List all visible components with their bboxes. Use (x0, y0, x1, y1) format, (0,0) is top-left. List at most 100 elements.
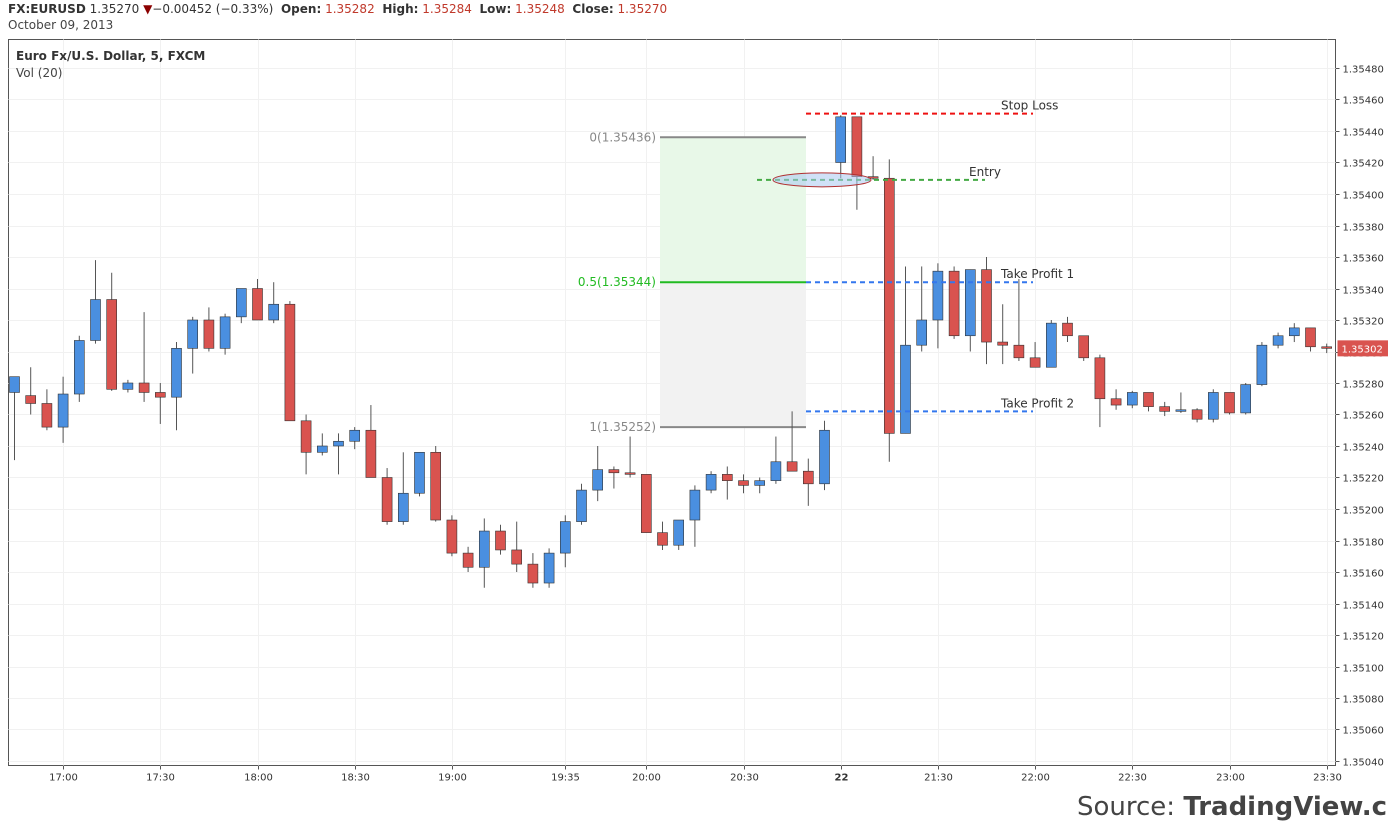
candle[interactable] (1256, 342, 1268, 387)
candle[interactable] (1159, 401, 1170, 417)
candle[interactable] (527, 553, 539, 588)
candle[interactable] (1289, 323, 1300, 343)
candle[interactable] (883, 159, 895, 462)
candle[interactable] (1272, 332, 1284, 349)
candle[interactable] (1143, 392, 1154, 412)
candle[interactable] (478, 518, 490, 588)
candle[interactable] (1175, 392, 1187, 413)
candle[interactable] (74, 335, 85, 402)
candle-body-up (349, 429, 361, 442)
candle[interactable] (932, 263, 944, 349)
candle[interactable] (333, 433, 344, 475)
candle[interactable] (1240, 383, 1251, 415)
candle[interactable] (236, 288, 247, 324)
candle[interactable] (819, 420, 830, 491)
candle[interactable] (57, 376, 69, 443)
candle[interactable] (1013, 279, 1025, 361)
candle[interactable] (9, 376, 20, 461)
candle[interactable] (657, 521, 668, 550)
candle-body-up (236, 288, 247, 318)
candle-body-down (948, 270, 960, 337)
candle[interactable] (41, 389, 53, 431)
candle[interactable] (122, 379, 134, 393)
candle[interactable] (300, 414, 312, 475)
candle[interactable] (414, 451, 425, 497)
volume-indicator-label[interactable]: Vol (20) (16, 66, 62, 80)
candle[interactable] (1208, 389, 1219, 423)
candle-body-down (721, 474, 733, 481)
candle[interactable] (576, 483, 587, 525)
candle[interactable] (1110, 389, 1122, 410)
candle[interactable] (462, 546, 474, 572)
candle-body-down (851, 116, 863, 177)
candle-body-down (365, 429, 377, 478)
candle[interactable] (1305, 327, 1316, 352)
candle[interactable] (997, 304, 1009, 365)
candle[interactable] (187, 316, 198, 374)
fibonacci-retracement[interactable]: 0(1.35436) 0.5(1.35344) 1(1.35252) (578, 130, 806, 434)
candle[interactable] (673, 519, 685, 550)
candle[interactable] (900, 266, 911, 434)
candle[interactable] (106, 272, 117, 391)
candle[interactable] (1321, 343, 1332, 354)
candle[interactable] (592, 446, 604, 502)
candle[interactable] (1029, 342, 1041, 368)
candle[interactable] (1046, 320, 1057, 368)
candle[interactable] (316, 433, 328, 456)
price-axis[interactable]: 1.35480 1.35460 1.35440 1.35420 1.35400 1.353… (1335, 65, 1388, 769)
candle-body-down (511, 549, 523, 565)
candle[interactable] (1094, 354, 1106, 428)
candle-body-up (592, 469, 604, 491)
candle[interactable] (138, 312, 150, 402)
candle[interactable] (916, 266, 928, 352)
candle[interactable] (25, 367, 37, 415)
candle[interactable] (252, 279, 263, 321)
time-tick-label: 22:30 (1118, 773, 1147, 784)
candle-body-down (527, 563, 539, 584)
candle[interactable] (964, 269, 976, 352)
candle[interactable] (219, 313, 231, 355)
candle[interactable] (1127, 390, 1138, 409)
candle[interactable] (365, 405, 377, 478)
candle[interactable] (786, 411, 798, 472)
trade-annotations[interactable]: Stop Loss Entry Take Profit 1 Take Profit 2 (757, 99, 1074, 413)
candle[interactable] (284, 301, 296, 422)
candle[interactable] (268, 282, 280, 324)
time-axis[interactable]: 17:00 17:30 18:00 18:30 19:00 19:35 20:00 20:30… (49, 765, 1342, 784)
candle-body-up (57, 393, 69, 428)
candle[interactable] (1191, 408, 1203, 423)
candle[interactable] (770, 436, 782, 484)
candle[interactable] (1224, 392, 1235, 415)
candle[interactable] (948, 266, 960, 339)
candle[interactable] (171, 342, 182, 431)
candle[interactable] (495, 524, 506, 555)
candle[interactable] (624, 436, 636, 478)
candle[interactable] (446, 515, 458, 557)
candle[interactable] (981, 257, 992, 365)
candle[interactable] (397, 452, 409, 525)
candle[interactable] (90, 260, 101, 344)
candle[interactable] (608, 466, 620, 489)
candle[interactable] (155, 383, 166, 424)
candle[interactable] (835, 115, 847, 179)
candle[interactable] (349, 427, 361, 450)
candle[interactable] (559, 515, 571, 568)
symbol-name[interactable]: FX:EURUSD (8, 2, 86, 16)
candle[interactable] (754, 477, 766, 494)
candle[interactable] (705, 471, 717, 494)
entry-highlight[interactable] (772, 172, 872, 188)
candle[interactable] (543, 548, 555, 588)
candle[interactable] (1078, 335, 1089, 361)
candle[interactable] (1062, 316, 1073, 343)
candle-body-up (1272, 335, 1284, 346)
candle[interactable] (802, 458, 814, 506)
candle[interactable] (738, 474, 749, 494)
candle[interactable] (381, 468, 393, 525)
candle[interactable] (721, 466, 733, 500)
candle[interactable] (689, 485, 701, 547)
candle[interactable] (640, 474, 652, 533)
candle[interactable] (511, 521, 523, 572)
candlestick-chart[interactable]: 0(1.35436) 0.5(1.35344) 1(1.35252) Stop Lo… (0, 0, 1388, 790)
candle[interactable] (203, 307, 215, 352)
candle[interactable] (430, 446, 442, 522)
